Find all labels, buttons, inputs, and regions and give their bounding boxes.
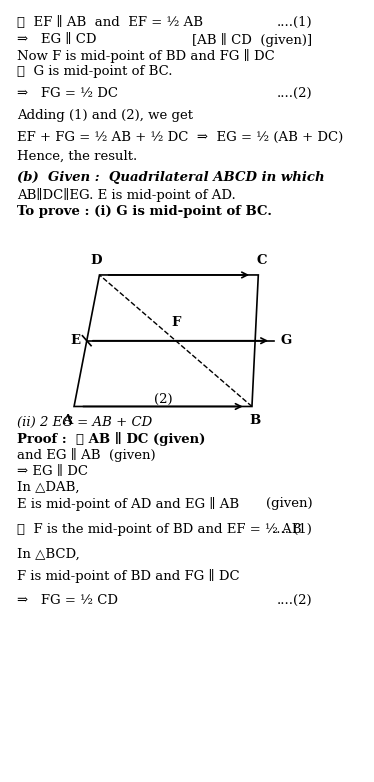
Text: (b)  Given :  Quadrilateral ABCD in which: (b) Given : Quadrilateral ABCD in which [17,171,325,185]
Text: [AB ∥ CD  (given)]: [AB ∥ CD (given)] [192,33,312,47]
Text: (ii) 2 EG = AB + CD: (ii) 2 EG = AB + CD [17,416,152,429]
Text: ∴  F is the mid-point of BD and EF = ½ AB: ∴ F is the mid-point of BD and EF = ½ AB [17,522,301,536]
Text: C: C [256,254,267,267]
Text: (given): (given) [266,497,312,510]
Text: E is mid-point of AD and EG ∥ AB: E is mid-point of AD and EG ∥ AB [17,497,239,511]
Text: F is mid-point of BD and FG ∥ DC: F is mid-point of BD and FG ∥ DC [17,569,239,583]
Text: Now F is mid-point of BD and FG ∥ DC: Now F is mid-point of BD and FG ∥ DC [17,49,275,63]
Text: ⇒   EG ∥ CD: ⇒ EG ∥ CD [17,33,96,46]
Text: A: A [62,414,73,427]
Text: D: D [91,254,102,267]
Text: ∴  G is mid-point of BC.: ∴ G is mid-point of BC. [17,65,172,78]
Text: ⇒ EG ∥ DC: ⇒ EG ∥ DC [17,465,88,478]
Text: Hence, the result.: Hence, the result. [17,149,137,163]
Text: ∴  EF ∥ AB  and  EF = ½ AB: ∴ EF ∥ AB and EF = ½ AB [17,16,203,29]
Text: To prove : (i) G is mid-point of BC.: To prove : (i) G is mid-point of BC. [17,205,272,217]
Text: ⇒   FG = ½ DC: ⇒ FG = ½ DC [17,87,118,100]
Text: E: E [70,334,80,347]
Text: B: B [249,414,261,427]
Text: EF + FG = ½ AB + ½ DC  ⇒  EG = ½ (AB + DC): EF + FG = ½ AB + ½ DC ⇒ EG = ½ (AB + DC) [17,131,343,144]
Text: AB∥DC∥EG. E is mid-point of AD.: AB∥DC∥EG. E is mid-point of AD. [17,188,236,203]
Text: F: F [171,316,180,329]
Text: In △DAB,: In △DAB, [17,481,79,493]
Text: and EG ∥ AB  (given): and EG ∥ AB (given) [17,448,156,462]
Text: ⇒   FG = ½ CD: ⇒ FG = ½ CD [17,594,118,607]
Text: (2): (2) [154,393,172,407]
Text: G: G [280,334,292,347]
Text: .... (1): .... (1) [272,522,312,536]
Text: Adding (1) and (2), we get: Adding (1) and (2), we get [17,109,193,123]
Text: ....(2): ....(2) [277,594,312,607]
Text: ....(2): ....(2) [277,87,312,100]
Text: In △BCD,: In △BCD, [17,547,80,560]
Text: Proof :  ∴ AB ∥ DC (given): Proof : ∴ AB ∥ DC (given) [17,432,205,446]
Text: ....(1): ....(1) [277,16,312,29]
